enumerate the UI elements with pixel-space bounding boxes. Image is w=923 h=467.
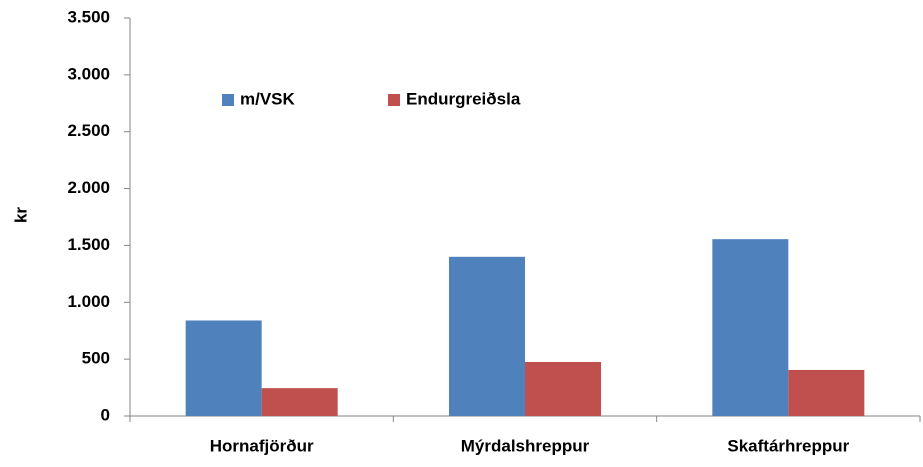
- legend-label: Endurgreiðsla: [406, 89, 521, 108]
- x-tick-label: Skaftárhreppur: [727, 436, 849, 455]
- y-tick-label: 3.500: [67, 7, 110, 26]
- bar: [261, 388, 338, 416]
- y-tick-label: 1.000: [67, 292, 110, 311]
- y-tick-label: 3.000: [67, 64, 110, 83]
- bar: [712, 239, 789, 416]
- y-tick-label: 2.500: [67, 121, 110, 140]
- x-tick-label: Mýrdalshreppur: [461, 436, 590, 455]
- bar: [449, 256, 525, 416]
- bar: [185, 320, 262, 416]
- legend-swatch: [388, 94, 400, 106]
- y-tick-label: 500: [82, 349, 110, 368]
- legend-swatch: [222, 94, 234, 106]
- y-axis-label: kr: [11, 207, 30, 223]
- bar: [525, 361, 601, 416]
- x-tick-label: Hornafjörður: [210, 436, 314, 455]
- y-tick-label: 2.000: [67, 178, 110, 197]
- legend-label: m/VSK: [240, 89, 296, 108]
- y-tick-label: 1.500: [67, 235, 110, 254]
- y-tick-label: 0: [101, 405, 110, 424]
- bar: [788, 369, 865, 416]
